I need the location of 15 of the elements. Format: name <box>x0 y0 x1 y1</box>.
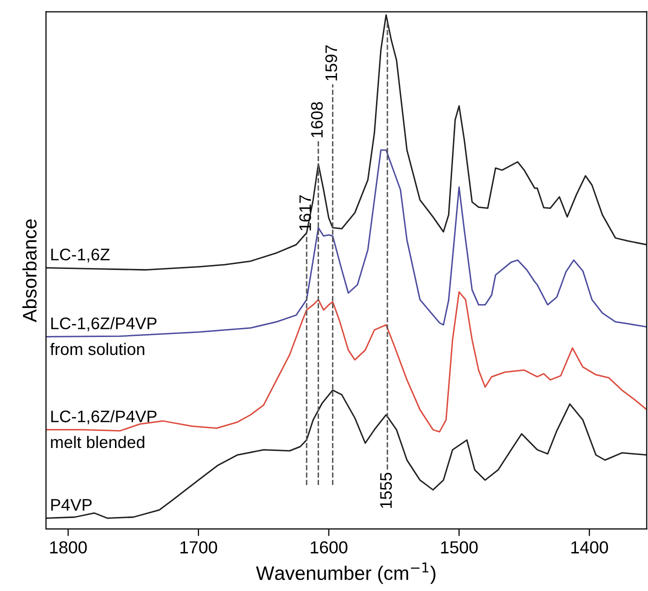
series-label: P4VP <box>51 499 92 511</box>
x-axis-title: Wavenumber (cm$^{−1}$) <box>256 562 436 584</box>
x-tick-label: 1600 <box>310 541 348 554</box>
series-label: LC-1,6Z <box>51 248 110 262</box>
x-tick-label: 1700 <box>180 541 218 554</box>
y-axis-title: Absorbance <box>22 219 37 322</box>
x-tick-label: 1500 <box>441 541 478 554</box>
ref-line-label: 1608 <box>311 102 323 138</box>
x-tick-label: 1800 <box>50 541 87 554</box>
series-label: LC-1,6Z/P4VP from solution <box>50 317 156 356</box>
ref-line-label: 1617 <box>299 195 312 230</box>
series-label: LC-1,6Z/P4VP melt blended <box>51 410 156 448</box>
x-tick-label: 1400 <box>571 541 608 554</box>
ref-line-label: 1597 <box>325 45 338 80</box>
ref-line-label: 1555 <box>380 472 392 508</box>
